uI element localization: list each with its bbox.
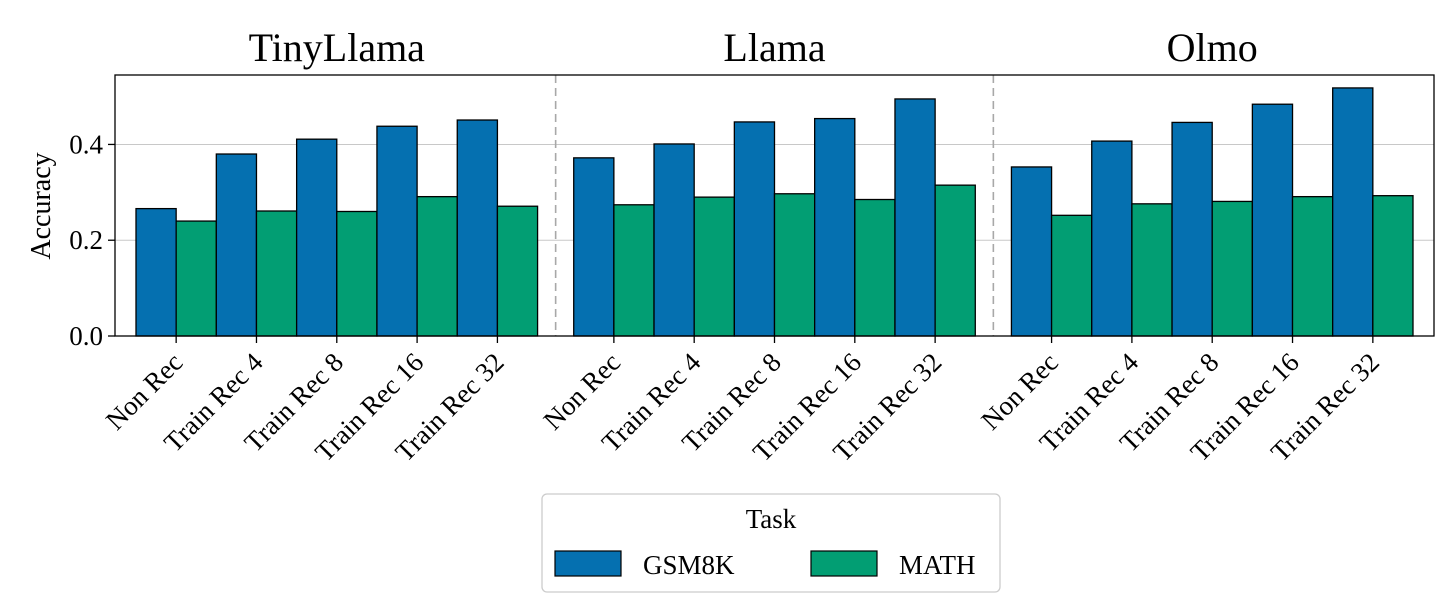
legend-swatch-gsm8k	[554, 550, 622, 577]
y-tick-label-1: 0.2	[69, 225, 103, 255]
bar-llama-non-rec-math	[613, 204, 655, 337]
bar-tinyllama-train-rec-32-gsm8k	[456, 119, 499, 337]
group-separators	[554, 75, 995, 336]
group-title-tinyllama: TinyLlama	[249, 25, 426, 70]
bar-tinyllama-non-rec-gsm8k	[135, 207, 177, 337]
bar-llama-train-rec-8-gsm8k	[733, 121, 776, 337]
bar-llama-train-rec-16-gsm8k	[814, 117, 856, 337]
bar-olmo-train-rec-32-gsm8k	[1332, 87, 1374, 337]
y-axis: 0.0 0.2 0.4	[69, 129, 115, 351]
bar-tinyllama-train-rec-4-math	[255, 210, 298, 337]
bar-llama-train-rec-32-gsm8k	[894, 98, 936, 337]
bar-llama-train-rec-16-math	[854, 198, 896, 337]
bars	[135, 87, 1414, 337]
y-tick-label-2: 0.4	[69, 129, 103, 159]
legend: Task GSM8K MATH	[541, 493, 1001, 593]
bar-tinyllama-train-rec-8-math	[336, 210, 378, 337]
group-titles: TinyLlama Llama Olmo	[249, 25, 1258, 70]
bar-tinyllama-train-rec-16-math	[416, 195, 458, 337]
bar-tinyllama-train-rec-32-math	[496, 205, 539, 337]
bar-llama-train-rec-8-math	[773, 193, 816, 337]
group-title-olmo: Olmo	[1167, 25, 1258, 70]
bar-olmo-train-rec-16-math	[1291, 195, 1334, 337]
group-title-llama: Llama	[723, 25, 825, 70]
bar-olmo-non-rec-math	[1050, 214, 1093, 337]
bar-llama-train-rec-32-math	[934, 184, 976, 337]
legend-title: Task	[746, 504, 797, 534]
legend-swatch-math	[810, 550, 878, 577]
bar-olmo-train-rec-4-math	[1131, 203, 1173, 337]
y-tick-label-0: 0.0	[69, 321, 103, 351]
bar-llama-train-rec-4-math	[693, 196, 735, 337]
legend-label-gsm8k: GSM8K	[643, 550, 735, 580]
legend-label-math: MATH	[899, 550, 976, 580]
bar-olmo-train-rec-8-gsm8k	[1171, 121, 1213, 337]
bar-olmo-train-rec-16-gsm8k	[1251, 103, 1294, 337]
bar-tinyllama-non-rec-math	[175, 220, 217, 337]
bar-olmo-train-rec-32-math	[1372, 195, 1414, 337]
legend-frame	[541, 493, 1001, 593]
bar-tinyllama-train-rec-8-gsm8k	[295, 138, 338, 337]
bar-llama-non-rec-gsm8k	[573, 157, 615, 337]
bar-olmo-train-rec-8-math	[1211, 200, 1254, 337]
bar-tinyllama-train-rec-16-gsm8k	[376, 125, 418, 337]
bar-llama-train-rec-4-gsm8k	[653, 143, 695, 337]
bar-olmo-train-rec-4-gsm8k	[1091, 140, 1133, 337]
y-axis-label: Accuracy	[26, 152, 57, 259]
bar-tinyllama-train-rec-4-gsm8k	[215, 153, 258, 337]
bar-olmo-non-rec-gsm8k	[1010, 166, 1053, 337]
